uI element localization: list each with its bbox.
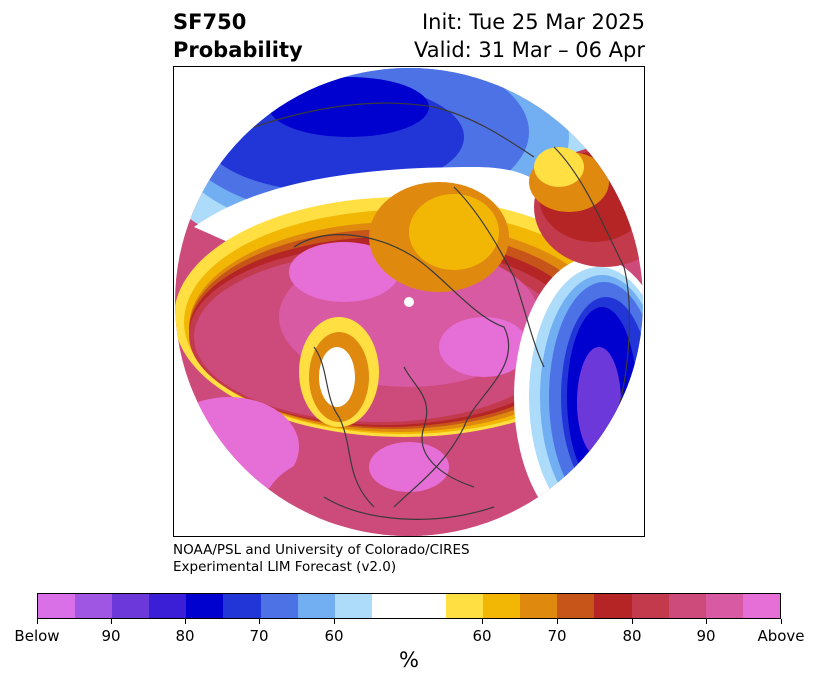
- colorbar-tick-label: 60: [324, 627, 344, 645]
- colorbar-tick-label: 60: [472, 627, 492, 645]
- colorbar-tickmark: [185, 619, 186, 624]
- colorbar-tickmark: [706, 619, 707, 624]
- colorbar: [37, 593, 781, 619]
- colorbar-tickmark: [482, 619, 483, 624]
- credit-text: NOAA/PSL and University of Colorado/CIRE…: [173, 542, 470, 576]
- colorbar-segment: [668, 594, 706, 618]
- colorbar-segment: [112, 594, 150, 618]
- map-title: SF750 Probability: [173, 8, 303, 64]
- colorbar-segment: [297, 594, 335, 618]
- colorbar-segment: [742, 594, 780, 618]
- forecast-dates: Init: Tue 25 Mar 2025 Valid: 31 Mar – 06…: [414, 8, 645, 64]
- colorbar-segment: [631, 594, 669, 618]
- colorbar-unit-label: %: [399, 648, 419, 672]
- colorbar-segment: [371, 594, 447, 618]
- colorbar-segment: [520, 594, 558, 618]
- polar-map: [173, 66, 645, 537]
- title-type: Probability: [173, 38, 303, 62]
- valid-range: Valid: 31 Mar – 06 Apr: [414, 38, 645, 62]
- colorbar-tick-label: Below: [14, 627, 60, 645]
- colorbar-segment: [483, 594, 521, 618]
- colorbar-segment: [223, 594, 261, 618]
- colorbar-tick-label: 70: [547, 627, 567, 645]
- colorbar-tick-label: 90: [101, 627, 121, 645]
- colorbar-tickmark: [37, 619, 38, 624]
- credit-line-1: NOAA/PSL and University of Colorado/CIRE…: [173, 542, 470, 558]
- colorbar-tickmark: [334, 619, 335, 624]
- colorbar-segment: [186, 594, 224, 618]
- colorbar-segment: [38, 594, 76, 618]
- coastlines: [253, 102, 631, 520]
- title-variable: SF750: [173, 10, 247, 34]
- colorbar-tick-label: Above: [757, 627, 805, 645]
- init-date: Init: Tue 25 Mar 2025: [421, 10, 645, 34]
- above-core-arctic: [289, 242, 399, 302]
- colorbar-tick-label: 80: [622, 627, 642, 645]
- colorbar-segment: [75, 594, 113, 618]
- colorbar-segment: [260, 594, 298, 618]
- colorbar-segment: [149, 594, 187, 618]
- credit-line-2: Experimental LIM Forecast (v2.0): [173, 559, 397, 575]
- colorbar-segment: [446, 594, 484, 618]
- map-canvas: [175, 68, 643, 536]
- colorbar-tick-label: 70: [249, 627, 269, 645]
- colorbar-segment: [594, 594, 632, 618]
- colorbar-tick-label: 90: [696, 627, 716, 645]
- colorbar-tickmark: [781, 619, 782, 624]
- probability-field: [175, 68, 643, 536]
- colorbar-tickmark: [259, 619, 260, 624]
- colorbar-tick-label: 80: [175, 627, 195, 645]
- colorbar-segment: [557, 594, 595, 618]
- colorbar-tickmark: [111, 619, 112, 624]
- colorbar-tickmark: [557, 619, 558, 624]
- colorbar-segment: [334, 594, 372, 618]
- colorbar-segment: [705, 594, 743, 618]
- colorbar-tickmark: [632, 619, 633, 624]
- pole-marker: [404, 297, 414, 307]
